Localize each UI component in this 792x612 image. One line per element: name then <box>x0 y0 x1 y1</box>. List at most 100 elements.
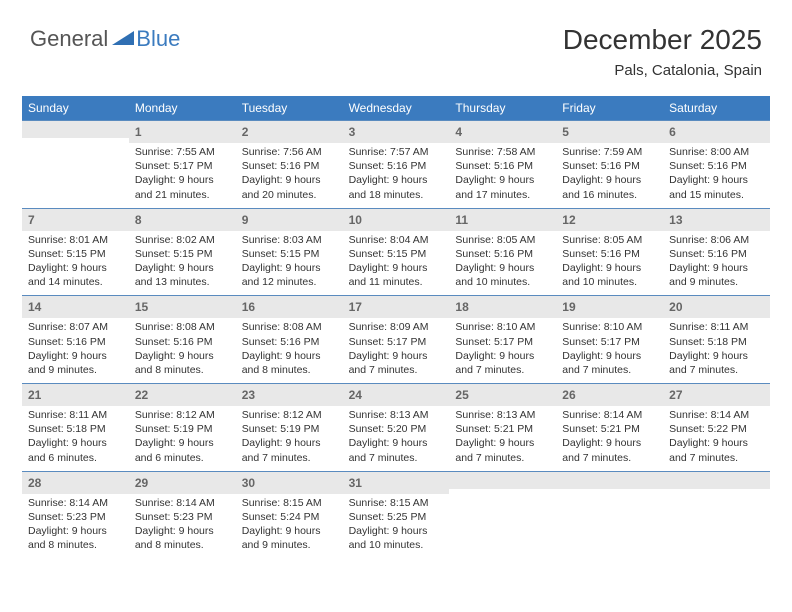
calendar-cell: 17 Sunrise: 8:09 AMSunset: 5:17 PMDayligh… <box>343 295 450 383</box>
day-info: Sunrise: 8:11 AMSunset: 5:18 PMDaylight:… <box>22 406 129 471</box>
day-number: 17 <box>349 300 362 314</box>
day-info: Sunrise: 8:14 AMSunset: 5:23 PMDaylight:… <box>129 494 236 559</box>
day-info: Sunrise: 8:14 AMSunset: 5:22 PMDaylight:… <box>663 406 770 471</box>
logo-text-blue: Blue <box>136 26 180 52</box>
day-info: Sunrise: 7:55 AMSunset: 5:17 PMDaylight:… <box>129 143 236 208</box>
day-number: 10 <box>349 213 362 227</box>
day-number: 28 <box>28 476 41 490</box>
day-info: Sunrise: 8:11 AMSunset: 5:18 PMDaylight:… <box>663 318 770 383</box>
day-number: 24 <box>349 388 362 402</box>
day-number: 2 <box>242 125 249 139</box>
day-info: Sunrise: 8:10 AMSunset: 5:17 PMDaylight:… <box>556 318 663 383</box>
day-info: Sunrise: 8:10 AMSunset: 5:17 PMDaylight:… <box>449 318 556 383</box>
calendar-cell: 31 Sunrise: 8:15 AMSunset: 5:25 PMDayligh… <box>343 471 450 559</box>
calendar-cell: 23 Sunrise: 8:12 AMSunset: 5:19 PMDayligh… <box>236 383 343 471</box>
calendar-cell-empty <box>556 471 663 559</box>
day-number: 27 <box>669 388 682 402</box>
dow-header: Wednesday <box>343 96 450 120</box>
calendar-cell: 5 Sunrise: 7:59 AMSunset: 5:16 PMDaylight… <box>556 120 663 208</box>
calendar-cell: 8Sunrise: 8:02 AMSunset: 5:15 PMDaylight… <box>129 208 236 296</box>
calendar-cell: 18 Sunrise: 8:10 AMSunset: 5:17 PMDayligh… <box>449 295 556 383</box>
calendar-cell: 14 Sunrise: 8:07 AMSunset: 5:16 PMDayligh… <box>22 295 129 383</box>
day-number: 3 <box>349 125 356 139</box>
calendar-cell: 15 Sunrise: 8:08 AMSunset: 5:16 PMDayligh… <box>129 295 236 383</box>
day-info: Sunrise: 8:07 AMSunset: 5:16 PMDaylight:… <box>22 318 129 383</box>
day-number: 15 <box>135 300 148 314</box>
calendar-cell: 6 Sunrise: 8:00 AMSunset: 5:16 PMDaylight… <box>663 120 770 208</box>
calendar-cell: 9Sunrise: 8:03 AMSunset: 5:15 PMDaylight… <box>236 208 343 296</box>
day-info: Sunrise: 7:57 AMSunset: 5:16 PMDaylight:… <box>343 143 450 208</box>
day-number: 30 <box>242 476 255 490</box>
day-info: Sunrise: 8:05 AMSunset: 5:16 PMDaylight:… <box>449 231 556 296</box>
day-info: Sunrise: 8:13 AMSunset: 5:21 PMDaylight:… <box>449 406 556 471</box>
calendar-cell: 10Sunrise: 8:04 AMSunset: 5:15 PMDayligh… <box>343 208 450 296</box>
calendar-cell: 19 Sunrise: 8:10 AMSunset: 5:17 PMDayligh… <box>556 295 663 383</box>
day-info: Sunrise: 7:58 AMSunset: 5:16 PMDaylight:… <box>449 143 556 208</box>
day-number: 29 <box>135 476 148 490</box>
calendar-cell: 7Sunrise: 8:01 AMSunset: 5:15 PMDaylight… <box>22 208 129 296</box>
day-number: 6 <box>669 125 676 139</box>
day-info: Sunrise: 8:02 AMSunset: 5:15 PMDaylight:… <box>129 231 236 296</box>
calendar-cell: 28 Sunrise: 8:14 AMSunset: 5:23 PMDayligh… <box>22 471 129 559</box>
calendar-cell-empty <box>663 471 770 559</box>
calendar-cell: 24Sunrise: 8:13 AMSunset: 5:20 PMDayligh… <box>343 383 450 471</box>
day-info: Sunrise: 8:08 AMSunset: 5:16 PMDaylight:… <box>129 318 236 383</box>
day-info: Sunrise: 8:14 AMSunset: 5:21 PMDaylight:… <box>556 406 663 471</box>
day-number: 31 <box>349 476 362 490</box>
calendar-cell: 4Sunrise: 7:58 AMSunset: 5:16 PMDaylight… <box>449 120 556 208</box>
day-info: Sunrise: 8:03 AMSunset: 5:15 PMDaylight:… <box>236 231 343 296</box>
calendar-cell: 16Sunrise: 8:08 AMSunset: 5:16 PMDayligh… <box>236 295 343 383</box>
day-number: 18 <box>455 300 468 314</box>
day-info: Sunrise: 8:14 AMSunset: 5:23 PMDaylight:… <box>22 494 129 559</box>
calendar-cell-empty <box>22 120 129 208</box>
calendar-cell: 12Sunrise: 8:05 AMSunset: 5:16 PMDayligh… <box>556 208 663 296</box>
day-info: Sunrise: 8:00 AMSunset: 5:16 PMDaylight:… <box>663 143 770 208</box>
logo: General Blue <box>30 26 180 52</box>
calendar-cell-empty <box>449 471 556 559</box>
calendar-cell: 20 Sunrise: 8:11 AMSunset: 5:18 PMDayligh… <box>663 295 770 383</box>
day-number: 21 <box>28 388 41 402</box>
calendar-cell: 3 Sunrise: 7:57 AMSunset: 5:16 PMDaylight… <box>343 120 450 208</box>
dow-header: Monday <box>129 96 236 120</box>
calendar-cell: 29 Sunrise: 8:14 AMSunset: 5:23 PMDayligh… <box>129 471 236 559</box>
day-number: 26 <box>562 388 575 402</box>
day-number: 22 <box>135 388 148 402</box>
day-number: 23 <box>242 388 255 402</box>
calendar-cell: 27 Sunrise: 8:14 AMSunset: 5:22 PMDayligh… <box>663 383 770 471</box>
day-info: Sunrise: 7:56 AMSunset: 5:16 PMDaylight:… <box>236 143 343 208</box>
calendar-cell: 26 Sunrise: 8:14 AMSunset: 5:21 PMDayligh… <box>556 383 663 471</box>
day-number: 20 <box>669 300 682 314</box>
dow-header: Sunday <box>22 96 129 120</box>
calendar-grid: SundayMondayTuesdayWednesdayThursdayFrid… <box>22 96 770 558</box>
day-number: 25 <box>455 388 468 402</box>
calendar-cell: 22 Sunrise: 8:12 AMSunset: 5:19 PMDayligh… <box>129 383 236 471</box>
day-number: 13 <box>669 213 682 227</box>
day-number: 19 <box>562 300 575 314</box>
day-info: Sunrise: 7:59 AMSunset: 5:16 PMDaylight:… <box>556 143 663 208</box>
dow-header: Saturday <box>663 96 770 120</box>
calendar-cell: 2 Sunrise: 7:56 AMSunset: 5:16 PMDaylight… <box>236 120 343 208</box>
calendar-cell: 1 Sunrise: 7:55 AMSunset: 5:17 PMDaylight… <box>129 120 236 208</box>
dow-header: Friday <box>556 96 663 120</box>
calendar-cell: 13Sunrise: 8:06 AMSunset: 5:16 PMDayligh… <box>663 208 770 296</box>
dow-header: Tuesday <box>236 96 343 120</box>
day-info: Sunrise: 8:12 AMSunset: 5:19 PMDaylight:… <box>129 406 236 471</box>
day-number: 1 <box>135 125 142 139</box>
day-info: Sunrise: 8:12 AMSunset: 5:19 PMDaylight:… <box>236 406 343 471</box>
day-number: 5 <box>562 125 569 139</box>
logo-text-general: General <box>30 26 108 52</box>
day-info: Sunrise: 8:15 AMSunset: 5:25 PMDaylight:… <box>343 494 450 559</box>
calendar-cell: 25 Sunrise: 8:13 AMSunset: 5:21 PMDayligh… <box>449 383 556 471</box>
day-number: 16 <box>242 300 255 314</box>
day-number: 11 <box>455 213 468 227</box>
calendar-cell: 30Sunrise: 8:15 AMSunset: 5:24 PMDayligh… <box>236 471 343 559</box>
day-number: 14 <box>28 300 41 314</box>
page-title: December 2025 <box>563 24 762 56</box>
logo-triangle-icon <box>112 29 134 50</box>
page-subtitle: Pals, Catalonia, Spain <box>614 62 762 79</box>
calendar-cell: 21 Sunrise: 8:11 AMSunset: 5:18 PMDayligh… <box>22 383 129 471</box>
day-number: 7 <box>28 213 35 227</box>
day-info: Sunrise: 8:09 AMSunset: 5:17 PMDaylight:… <box>343 318 450 383</box>
day-number: 12 <box>562 213 575 227</box>
calendar-cell: 11 Sunrise: 8:05 AMSunset: 5:16 PMDayligh… <box>449 208 556 296</box>
